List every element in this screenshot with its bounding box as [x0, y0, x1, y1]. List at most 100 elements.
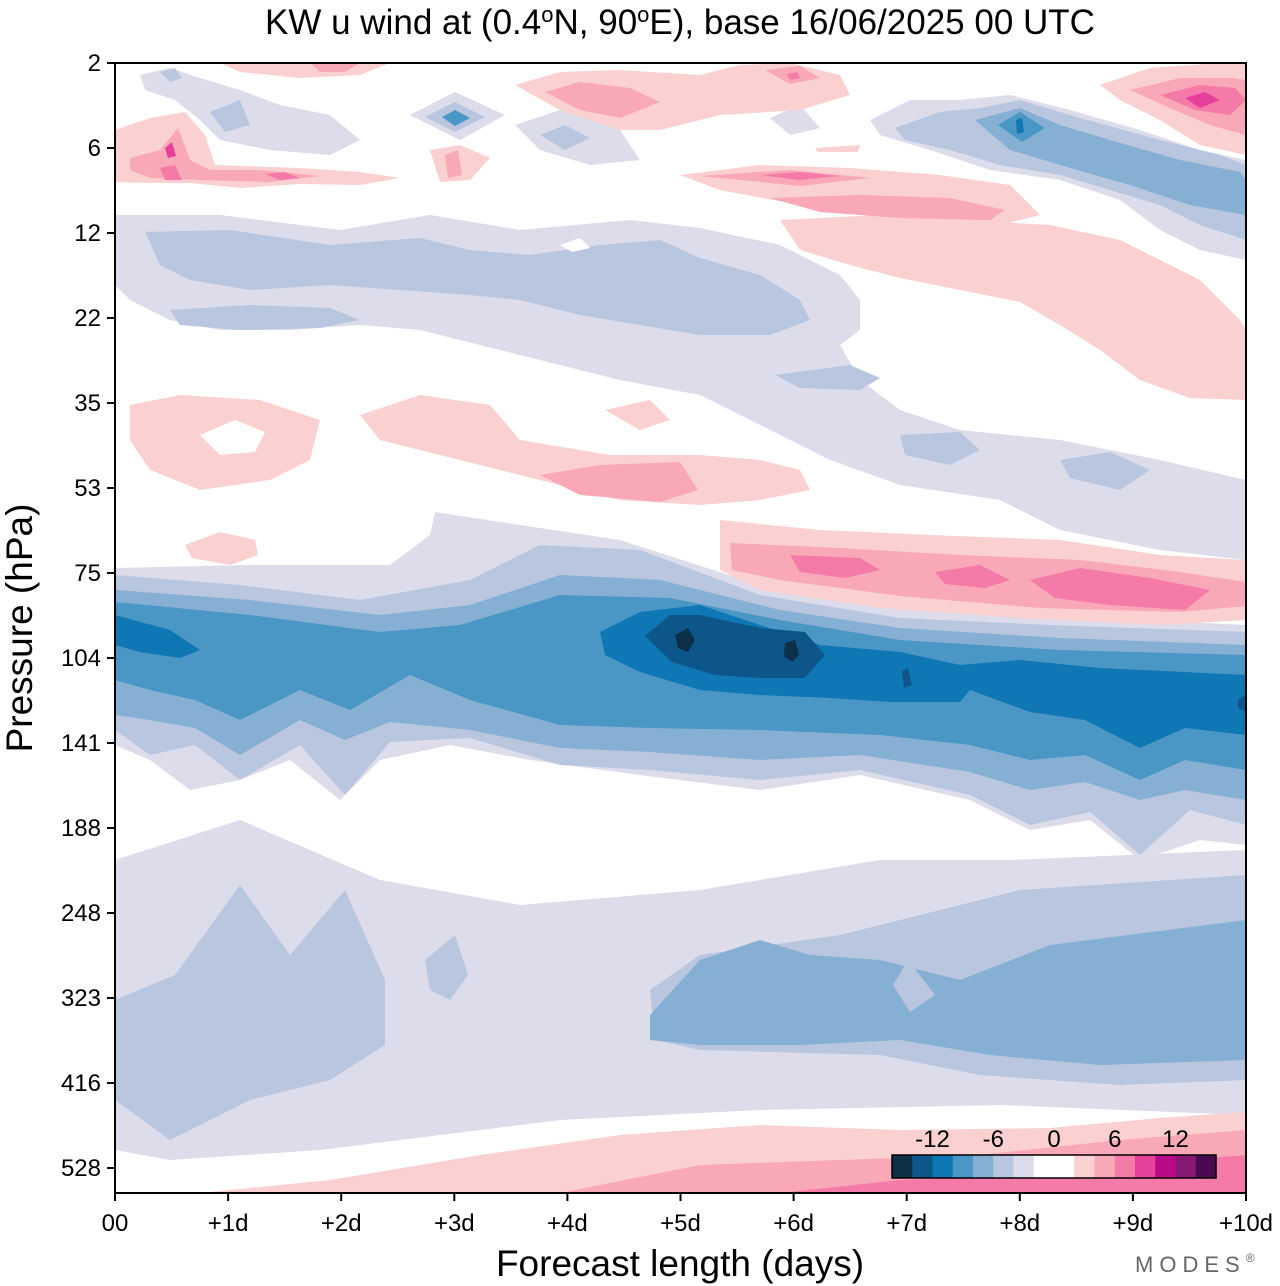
- y-tick-label: 75: [74, 560, 101, 587]
- contour-jet-core-c: [902, 668, 912, 688]
- x-tick-label: +4d: [547, 1210, 588, 1237]
- contour-upper-west-a3: [160, 165, 182, 180]
- contour-jet-l6: [645, 615, 825, 678]
- contour-strat-hole-b: [560, 238, 590, 252]
- y-tick-label: 188: [61, 815, 101, 842]
- x-tick-label: +3d: [434, 1210, 475, 1237]
- colorbar-swatch: [1195, 1155, 1217, 1178]
- contour-strat-east-l2: [145, 230, 810, 335]
- contour-upper-west-d2: [545, 82, 660, 118]
- contour-strat-east-l2b: [170, 305, 360, 330]
- contour-westerly-75-l3c: [1030, 568, 1210, 610]
- contour-jet-l5: [115, 615, 200, 658]
- contour-westerly-75-l3: [790, 555, 880, 578]
- y-tick-label: 22: [74, 305, 101, 332]
- contour-lower-tropo-mid-c: [425, 935, 468, 1000]
- chart-title: KW u wind at (0.4oN, 90oE), base 16/06/2…: [265, 2, 1095, 42]
- contour-upper-east-d: [770, 105, 820, 135]
- y-tick-label: 248: [61, 900, 101, 927]
- x-tick-label: +1d: [208, 1210, 249, 1237]
- contour-upper-east-a3: [160, 68, 182, 82]
- contour-upper-west-e3: [770, 195, 1005, 220]
- colorbar-swatch: [973, 1155, 994, 1178]
- colorbar-label: 12: [1162, 1126, 1189, 1153]
- contour-jet-l4: [115, 595, 1246, 780]
- colorbar-swatch: [1054, 1155, 1075, 1178]
- contour-strat-west-c: [605, 400, 670, 430]
- contour-strat-west-b: [360, 395, 810, 505]
- y-tick-label: 35: [74, 390, 101, 417]
- colorbar-swatch: [1033, 1155, 1055, 1178]
- contour-strat-hole: [200, 420, 265, 455]
- x-tick-label: +10d: [1219, 1210, 1273, 1237]
- contour-upper-east-a: [140, 68, 360, 155]
- colorbar-swatch: [912, 1155, 933, 1178]
- contour-field: [115, 63, 1246, 1193]
- contour-jet-core-a: [675, 628, 695, 652]
- contour-upper-west-e4: [760, 172, 840, 180]
- contour-upper-west-c2: [445, 150, 462, 178]
- contour-upper-east-b3: [442, 110, 470, 126]
- colorbar-swatch: [932, 1155, 954, 1178]
- colorbar-label: -12: [915, 1126, 950, 1153]
- brand-logo: MODES®: [1135, 1251, 1255, 1277]
- colorbar-label: 6: [1108, 1126, 1121, 1153]
- contour-lower-tropo-strong: [650, 920, 1246, 1065]
- colorbar-swatch: [1074, 1155, 1095, 1178]
- y-tick-label: 6: [88, 135, 101, 162]
- contour-upper-west-b2: [310, 63, 360, 72]
- contour-upper-east-l5: [1016, 118, 1024, 134]
- contour-strat-west-mid: [540, 462, 698, 502]
- contour-upper-west-a4: [265, 172, 300, 180]
- colorbar-swatch: [1013, 1155, 1035, 1178]
- x-tick-label: +2d: [321, 1210, 362, 1237]
- y-tick-label: 12: [74, 220, 101, 247]
- contour-upper-east-c2: [540, 125, 590, 150]
- x-axis-label: Forecast length (days): [496, 1243, 864, 1284]
- contour-strat-east-l2c: [775, 365, 880, 390]
- contour-jet-core-d: [1238, 694, 1246, 712]
- contour-upper-west-a5: [165, 142, 176, 158]
- contour-strat-east-l2d: [900, 432, 980, 465]
- x-tick-label: +5d: [660, 1210, 701, 1237]
- y-axis-label: Pressure (hPa): [0, 504, 40, 753]
- y-tick-label: 141: [61, 730, 101, 757]
- y-tick-label: 323: [61, 985, 101, 1012]
- contour-surface-westerly-strong: [780, 1155, 1246, 1193]
- x-axis: 00 +1d +2d +3d +4d +5d +6d +7d +8d +9d +10d: [102, 1193, 1273, 1237]
- colorbar-frame: [891, 1154, 1217, 1179]
- contour-lower-tropo-weak: [893, 960, 935, 1012]
- y-tick-label: 528: [61, 1155, 101, 1182]
- colorbar-swatch: [892, 1155, 913, 1178]
- x-tick-label: +8d: [999, 1210, 1040, 1237]
- contour-strat-east-l2e: [1060, 452, 1150, 490]
- contour-upper-west-a2: [130, 128, 320, 182]
- y-tick-label: 2: [88, 50, 101, 77]
- contour-upper-west-g4: [1185, 92, 1220, 108]
- colorbar-swatch: [993, 1155, 1014, 1178]
- y-tick-label: 53: [74, 475, 101, 502]
- colorbar-label: -6: [983, 1126, 1004, 1153]
- y-axis: 2 6 12 22 35 53 75 104 141 188 248 323 416 528: [61, 50, 115, 1182]
- contour-jet-core-b: [784, 640, 799, 662]
- colorbar: -12 -6 0 6 12: [891, 1126, 1217, 1179]
- colorbar-swatch: [952, 1155, 974, 1178]
- x-tick-label: 00: [102, 1210, 129, 1237]
- colorbar-swatch: [1135, 1155, 1156, 1178]
- colorbar-swatch: [1114, 1155, 1136, 1178]
- colorbar-swatch: [1175, 1155, 1197, 1178]
- colorbar-label: 0: [1047, 1126, 1060, 1153]
- contour-upper-east-a2: [210, 100, 250, 132]
- y-tick-label: 104: [61, 645, 101, 672]
- contour-upper-west-d4: [787, 72, 800, 80]
- x-tick-label: +6d: [773, 1210, 814, 1237]
- contour-westerly-small: [185, 532, 258, 565]
- contour-lower-tropo-mid: [115, 885, 385, 1140]
- colorbar-swatch: [1094, 1155, 1116, 1178]
- contour-upper-east-l3: [975, 108, 1246, 215]
- contour-upper-west-f: [815, 145, 860, 152]
- contour-strat-west-ur: [780, 215, 1246, 400]
- y-tick-label: 416: [61, 1070, 101, 1097]
- colorbar-swatch: [1155, 1155, 1176, 1178]
